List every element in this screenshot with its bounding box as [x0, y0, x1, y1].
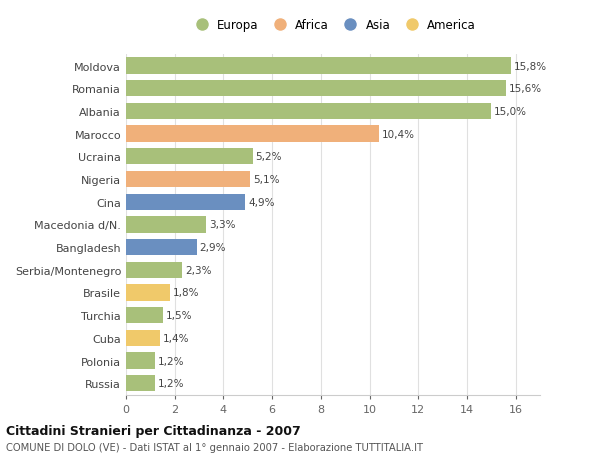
Bar [126, 217, 206, 233]
Text: 10,4%: 10,4% [382, 129, 415, 140]
Text: 15,8%: 15,8% [514, 62, 547, 72]
Bar [126, 353, 155, 369]
Text: 1,4%: 1,4% [163, 333, 190, 343]
Text: Cittadini Stranieri per Cittadinanza - 2007: Cittadini Stranieri per Cittadinanza - 2… [6, 425, 301, 437]
Text: 15,0%: 15,0% [494, 106, 527, 117]
Text: 2,3%: 2,3% [185, 265, 211, 275]
Text: 2,9%: 2,9% [200, 242, 226, 252]
Text: 15,6%: 15,6% [509, 84, 542, 94]
Bar [126, 194, 245, 210]
Text: 5,1%: 5,1% [253, 174, 280, 185]
Text: COMUNE DI DOLO (VE) - Dati ISTAT al 1° gennaio 2007 - Elaborazione TUTTITALIA.IT: COMUNE DI DOLO (VE) - Dati ISTAT al 1° g… [6, 442, 423, 452]
Bar [126, 308, 163, 324]
Text: 4,9%: 4,9% [248, 197, 275, 207]
Text: 5,2%: 5,2% [256, 152, 282, 162]
Text: 1,8%: 1,8% [173, 288, 199, 298]
Bar [126, 126, 379, 142]
Bar [126, 240, 197, 256]
Bar [126, 285, 170, 301]
Bar [126, 375, 155, 392]
Legend: Europa, Africa, Asia, America: Europa, Africa, Asia, America [188, 17, 478, 34]
Bar [126, 149, 253, 165]
Bar [126, 330, 160, 346]
Text: 1,2%: 1,2% [158, 378, 185, 388]
Bar [126, 172, 250, 188]
Text: 1,2%: 1,2% [158, 356, 185, 366]
Text: 1,5%: 1,5% [166, 310, 192, 320]
Text: 3,3%: 3,3% [209, 220, 236, 230]
Bar [126, 58, 511, 74]
Bar [126, 262, 182, 278]
Bar [126, 104, 491, 120]
Bar [126, 81, 506, 97]
